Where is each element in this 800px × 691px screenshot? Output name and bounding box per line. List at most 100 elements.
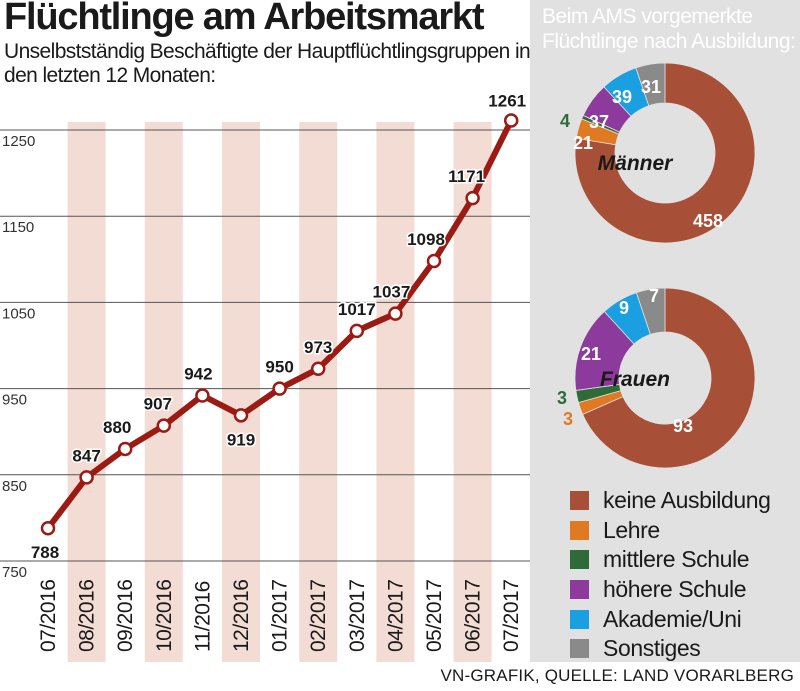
data-point [503, 113, 519, 128]
x-tick-label: 09/2016 [114, 580, 137, 652]
month-band [299, 122, 338, 662]
donut-value-label: 37 [589, 112, 609, 132]
data-label: 1098 [407, 230, 445, 249]
data-label: 1017 [338, 300, 376, 319]
donut-slice [635, 62, 666, 107]
x-tick-label: 11/2016 [191, 581, 214, 652]
line-series [45, 117, 515, 532]
legend-swatch [570, 580, 589, 600]
data-label: 907 [144, 395, 172, 414]
y-tick-label: 1250 [2, 133, 35, 150]
legend-swatch [570, 639, 589, 659]
legend-swatch [570, 520, 589, 540]
x-tick-label: 07/2016 [37, 580, 60, 652]
chart-subtitle: Unselbstständig Beschäftigte der Hauptfl… [4, 40, 531, 87]
donut-panel-title: Beim AMS vorgemerkte Flüchtlinge nach Au… [542, 5, 796, 53]
y-tick-label: 850 [2, 478, 27, 495]
x-tick-label: 07/2017 [500, 580, 523, 652]
data-point [465, 190, 480, 206]
x-axis-ticks: 07/2016 08/2016 09/2016 10/2016 11/2016 12/20… [37, 580, 523, 652]
month-band [453, 122, 492, 662]
legend-label: Akademie/Uni [603, 605, 742, 632]
legend-swatch [570, 550, 589, 570]
legend-label: keine Ausbildung [603, 487, 771, 514]
donut-slice [582, 287, 756, 469]
data-point [233, 408, 249, 423]
donut-value-label: 3 [563, 409, 573, 429]
x-tick-label: 08/2016 [76, 580, 99, 652]
x-tick-label: 04/2017 [384, 580, 407, 652]
data-label: 788 [31, 543, 59, 562]
data-label: 847 [72, 446, 100, 465]
y-tick-label: 950 [2, 392, 27, 409]
data-point [195, 388, 210, 403]
legend-label: höhere Schule [603, 576, 747, 603]
donut-slice [635, 287, 666, 335]
donut-slice [574, 62, 756, 244]
donut-center-label: Männer [598, 152, 675, 175]
data-label: 942 [184, 364, 212, 383]
grid-lines [0, 129, 530, 562]
legend-item-hoehere-schule: höhere Schule [570, 575, 771, 605]
legend-label: Sonstiges [603, 635, 701, 662]
legend-item-sonstiges: Sonstiges [570, 634, 771, 664]
x-tick-label: 02/2017 [307, 580, 330, 652]
y-tick-label: 1150 [2, 219, 34, 236]
data-label: 1037 [372, 283, 410, 302]
donut-value-label: 31 [641, 77, 661, 97]
donut-panel: Beim AMS vorgemerkte Flüchtlinge nach Au… [530, 0, 800, 662]
y-tick-label: 750 [2, 564, 27, 581]
legend-label: Lehre [603, 516, 660, 543]
data-label: 950 [265, 358, 293, 377]
x-tick-label: 12/2016 [230, 580, 253, 652]
chart-title: Flüchtlinge am Arbeitsmarkt [4, 0, 485, 38]
data-point [426, 253, 442, 269]
legend-swatch [570, 491, 589, 511]
donut-value-label: 7 [649, 286, 659, 306]
x-tick-label: 10/2016 [153, 580, 176, 652]
donut-value-label: 9 [619, 298, 629, 318]
legend-item-mittlere-schule: mittlere Schule [570, 545, 771, 575]
month-bands [67, 122, 492, 662]
data-label: 1261 [488, 92, 526, 111]
donut-center-label: Frauen [600, 368, 670, 391]
x-tick-label: 03/2017 [346, 580, 369, 652]
donut-value-label: 21 [573, 133, 593, 153]
data-point [310, 361, 326, 377]
line-chart: 750 850 950 1050 1150 1250 07/2016 08/2016 09/2… [0, 90, 530, 662]
y-axis-ticks: 750 850 950 1050 1150 1250 [2, 133, 35, 581]
donut-value-label: 4 [560, 111, 570, 131]
donut-value-label: 93 [673, 416, 693, 436]
data-point [156, 418, 172, 433]
source-footer: VN-GRAFIK, QUELLE: LAND VORARLBERG [440, 666, 794, 685]
y-tick-label: 1050 [2, 305, 35, 322]
donut-value-label: 39 [612, 87, 632, 107]
month-band [67, 122, 106, 662]
data-label: 973 [304, 338, 332, 357]
donut-value-label: 3 [557, 388, 567, 408]
data-points [40, 113, 519, 536]
month-band [222, 122, 260, 662]
data-label: 1171 [448, 167, 485, 186]
legend-swatch [570, 609, 589, 629]
legend: keine Ausbildung Lehre mittlere Schule h… [570, 486, 771, 664]
data-point [40, 520, 56, 536]
data-point [349, 323, 365, 339]
x-tick-label: 05/2017 [423, 580, 446, 652]
donut-value-label: 458 [693, 211, 723, 231]
legend-item-akademie-uni: Akademie/Uni [570, 604, 771, 634]
x-tick-label: 06/2017 [462, 580, 485, 652]
legend-label: mittlere Schule [603, 546, 750, 573]
data-point [117, 441, 133, 457]
month-band [144, 122, 183, 662]
legend-item-lehre: Lehre [570, 516, 771, 546]
donut-frauen: Frauen 93 33 21 97 [557, 286, 756, 469]
data-point [79, 470, 94, 485]
data-label: 880 [103, 418, 131, 437]
x-tick-label: 01/2017 [269, 580, 292, 652]
data-label: 919 [227, 430, 255, 449]
data-point [272, 381, 287, 396]
